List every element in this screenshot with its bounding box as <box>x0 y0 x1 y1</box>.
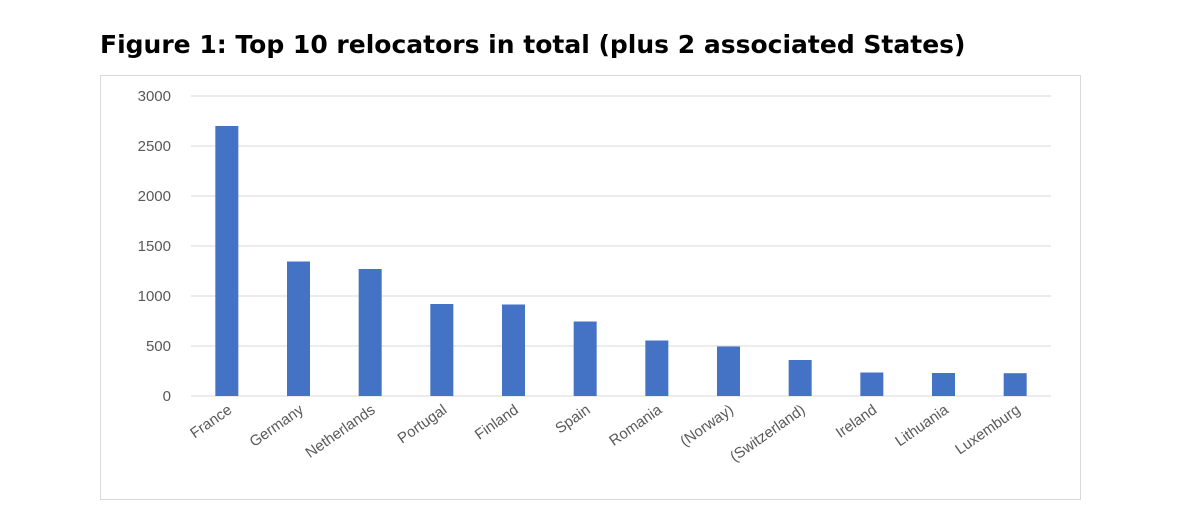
y-tick-label: 3000 <box>138 88 171 105</box>
bar-germany <box>287 261 310 396</box>
y-tick-label: 500 <box>146 338 171 355</box>
bars <box>215 126 1027 396</box>
bar-switzerland <box>788 360 812 396</box>
bar-lithuania <box>932 373 955 396</box>
y-tick-label: 1000 <box>138 288 171 305</box>
x-tick-label: Portugal <box>395 401 451 447</box>
bar-ireland <box>860 372 884 396</box>
y-tick-label: 0 <box>163 388 171 405</box>
x-tick-label: Ireland <box>833 401 880 441</box>
bar-spain <box>573 321 597 396</box>
bar-portugal <box>430 304 454 396</box>
x-tick-label: Romania <box>606 401 665 450</box>
x-tick-label: Germany <box>247 401 308 451</box>
bar-netherlands <box>358 269 382 396</box>
bar-finland <box>502 304 525 396</box>
x-tick-label: (Switzerland) <box>727 401 808 465</box>
y-axis-ticks: 0 500 1000 1500 2000 2500 3000 <box>138 88 171 405</box>
bar-luxemburg <box>1003 373 1027 396</box>
bar-france <box>215 126 239 396</box>
x-tick-label: Finland <box>472 401 522 443</box>
chart-frame: 0 500 1000 1500 2000 2500 3000 France Germany Ne… <box>100 75 1081 500</box>
x-tick-label: (Norway) <box>677 401 737 450</box>
figure-title: Figure 1: Top 10 relocators in total (pl… <box>100 30 966 59</box>
x-tick-label: Luxemburg <box>952 401 1023 458</box>
y-tick-label: 2000 <box>138 188 171 205</box>
bar-norway <box>717 346 740 396</box>
x-tick-label: Lithuania <box>892 401 952 450</box>
gridlines <box>191 95 1051 397</box>
bar-romania <box>645 340 669 396</box>
x-tick-label: Netherlands <box>302 401 378 461</box>
x-tick-label: France <box>187 401 235 442</box>
x-tick-label: Spain <box>552 401 593 437</box>
y-tick-label: 1500 <box>138 238 171 255</box>
bar-chart: 0 500 1000 1500 2000 2500 3000 France GermanyNe… <box>138 88 1051 466</box>
y-tick-label: 2500 <box>138 138 171 155</box>
